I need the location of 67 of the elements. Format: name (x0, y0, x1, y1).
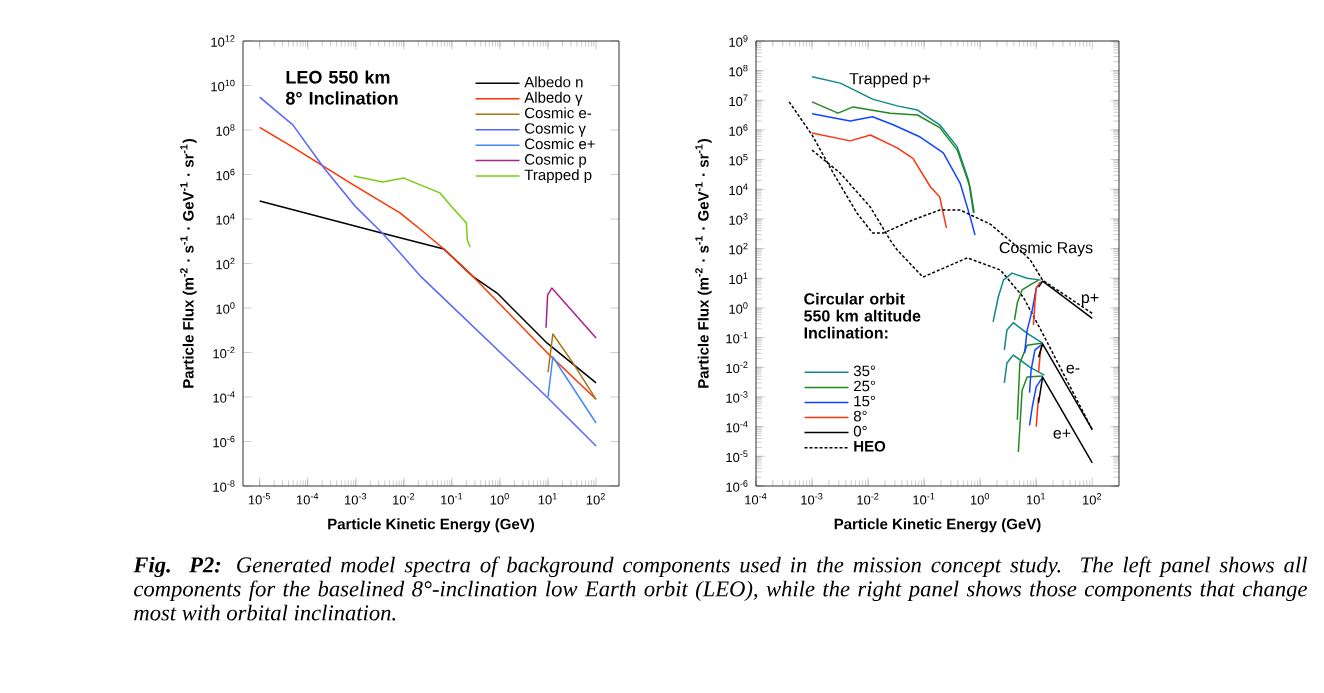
y-tick-label: 10$^{-1}$ (726, 331, 748, 344)
legend-label: Cosmic γ (525, 122, 586, 137)
x-axis-title: Particle Kinetic Energy (GeV) (834, 518, 1041, 533)
y-tick-label: 10$^{4}$ (729, 183, 748, 196)
y-tick-label: 10$^{-2}$ (726, 361, 748, 374)
legend-label: Albedo γ (524, 91, 583, 106)
annotation: Cosmic Rays (999, 241, 1093, 257)
y-tick-label: 10$^{-6}$ (726, 480, 748, 492)
y-tick-label: 10$^{8}$ (729, 64, 748, 77)
legend-label: Cosmic e- (525, 107, 592, 119)
x-tick-label: 10$^{-2}$ (857, 493, 879, 505)
annotation: Trapped p+ (849, 72, 931, 88)
y-tick-label: 10$^{0}$ (216, 302, 235, 314)
y-tick-label: 10$^{6}$ (729, 124, 748, 136)
y-tick-label: 10$^{-8}$ (213, 480, 235, 492)
legend-label: Albedo n (524, 76, 583, 88)
legend-label: HEO (854, 440, 886, 452)
x-tick-label: 10$^{2}$ (1083, 493, 1102, 505)
x-tick-label: 10$^{-1}$ (913, 493, 935, 505)
y-tick-label: 10$^{6}$ (216, 168, 235, 181)
y-tick-label: 10$^{8}$ (216, 124, 235, 136)
x-tick-label: 10$^{-4}$ (296, 493, 319, 505)
x-tick-label: 10$^{-3}$ (801, 493, 823, 505)
y-tick-label: 10$^{-2}$ (213, 346, 235, 359)
legend-label: 35° (853, 365, 876, 377)
y-tick-label: 10$^{-4}$ (213, 391, 235, 403)
annotation: LEO 550 km 8° Inclination (285, 70, 398, 105)
legend-label: Cosmic p (525, 153, 587, 168)
text: Particle Flux (m$^{-2}$ · s$^{-1}$ · GeV$^{-1}$ · sr$^{-1}$) (695, 138, 712, 388)
legend-label: 0° (853, 425, 867, 437)
x-tick-label: 10$^{-2}$ (393, 493, 415, 505)
y-tick-label: 10$^{10}$ (211, 79, 235, 92)
x-tick-label: 10$^{-4}$ (745, 493, 767, 505)
x-tick-label: 10$^{0}$ (490, 493, 509, 505)
legend-label: Cosmic e+ (525, 138, 595, 150)
y-tick-label: 10$^{2}$ (729, 242, 748, 255)
text: Fig. P2: Generated model spectra of background components used in the mission concept study. The left panel shows all components for the baselined 8°-inclination low Earth orbit (LEO), while the right panel shows those components that change most with orbital inclination. (133, 556, 1307, 621)
annotation: e- (1066, 364, 1080, 374)
legend-title: Circular orbit 550 km altitude Inclination: (804, 292, 921, 339)
y-tick-label: 10$^{-4}$ (726, 420, 748, 433)
text: Particle Flux (m$^{-2}$ · s$^{-1}$ · GeV$^{-1}$ · sr$^{-1}$) (180, 138, 197, 388)
y-tick-label: 10$^{9}$ (729, 35, 748, 47)
legend-label: 8° (853, 410, 867, 422)
y-tick-label: 10$^{-3}$ (726, 391, 748, 403)
x-tick-label: 10$^{1}$ (1026, 493, 1046, 505)
legend-label: 15° (854, 395, 876, 407)
x-tick-label: 10$^{-5}$ (248, 493, 271, 505)
annotation: p+ (1081, 293, 1099, 307)
y-tick-label: 10$^{2}$ (216, 257, 235, 270)
y-tick-label: 10$^{0}$ (729, 302, 748, 314)
y-tick-label: 10$^{1}$ (729, 272, 748, 285)
x-tick-label: 10$^{2}$ (586, 493, 605, 505)
legend-label: Trapped p (524, 169, 592, 184)
x-axis-title: Particle Kinetic Energy (GeV) (328, 518, 535, 533)
y-tick-label: 10$^{12}$ (211, 35, 235, 47)
y-tick-label: 10$^{4}$ (216, 213, 235, 225)
legend-label: 25° (854, 380, 876, 392)
x-tick-label: 10$^{-3}$ (345, 493, 367, 505)
x-tick-label: 10$^{-1}$ (441, 493, 463, 505)
x-tick-label: 10$^{1}$ (538, 493, 557, 505)
y-tick-label: 10$^{3}$ (729, 213, 748, 225)
y-tick-label: 10$^{7}$ (729, 94, 748, 107)
y-tick-label: 10$^{-6}$ (213, 435, 235, 448)
y-tick-label: 10$^{-5}$ (726, 450, 748, 463)
x-tick-label: 10$^{0}$ (970, 493, 990, 505)
y-tick-label: 10$^{5}$ (729, 153, 748, 166)
annotation: e+ (1053, 429, 1071, 439)
